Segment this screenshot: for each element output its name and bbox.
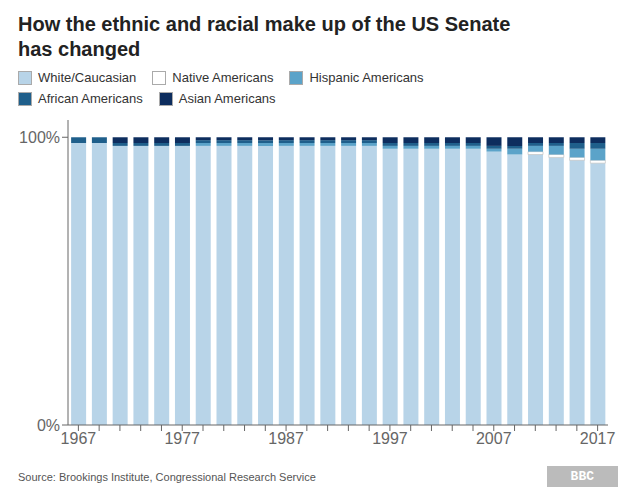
html-text:African Americans: African Americans: [38, 91, 143, 106]
svg-text:100%: 100%: [19, 129, 60, 146]
svg-text:2017: 2017: [580, 430, 616, 447]
html-text:Asian Americans: Asian Americans: [178, 91, 276, 106]
svg-text:1987: 1987: [268, 430, 304, 447]
svg-text:1967: 1967: [61, 430, 97, 447]
html-text:has changed: has changed: [18, 38, 141, 60]
svg-text:1997: 1997: [372, 430, 408, 447]
html-text:Source: Brookings Institute, C: Source: Brookings Institute, Congression…: [18, 470, 316, 483]
html-text:Hispanic Americans: Hispanic Americans: [309, 70, 424, 85]
svg-text:0%: 0%: [37, 417, 60, 434]
svg-text:2007: 2007: [476, 430, 512, 447]
html-text:White/Caucasian: White/Caucasian: [38, 70, 137, 85]
html-text:How the ethnic and racial make: How the ethnic and racial make up of the…: [18, 13, 511, 35]
html-text:Native Americans: Native Americans: [172, 70, 274, 85]
html-text:BBC: BBC: [570, 469, 594, 484]
svg-text:1977: 1977: [164, 430, 200, 447]
